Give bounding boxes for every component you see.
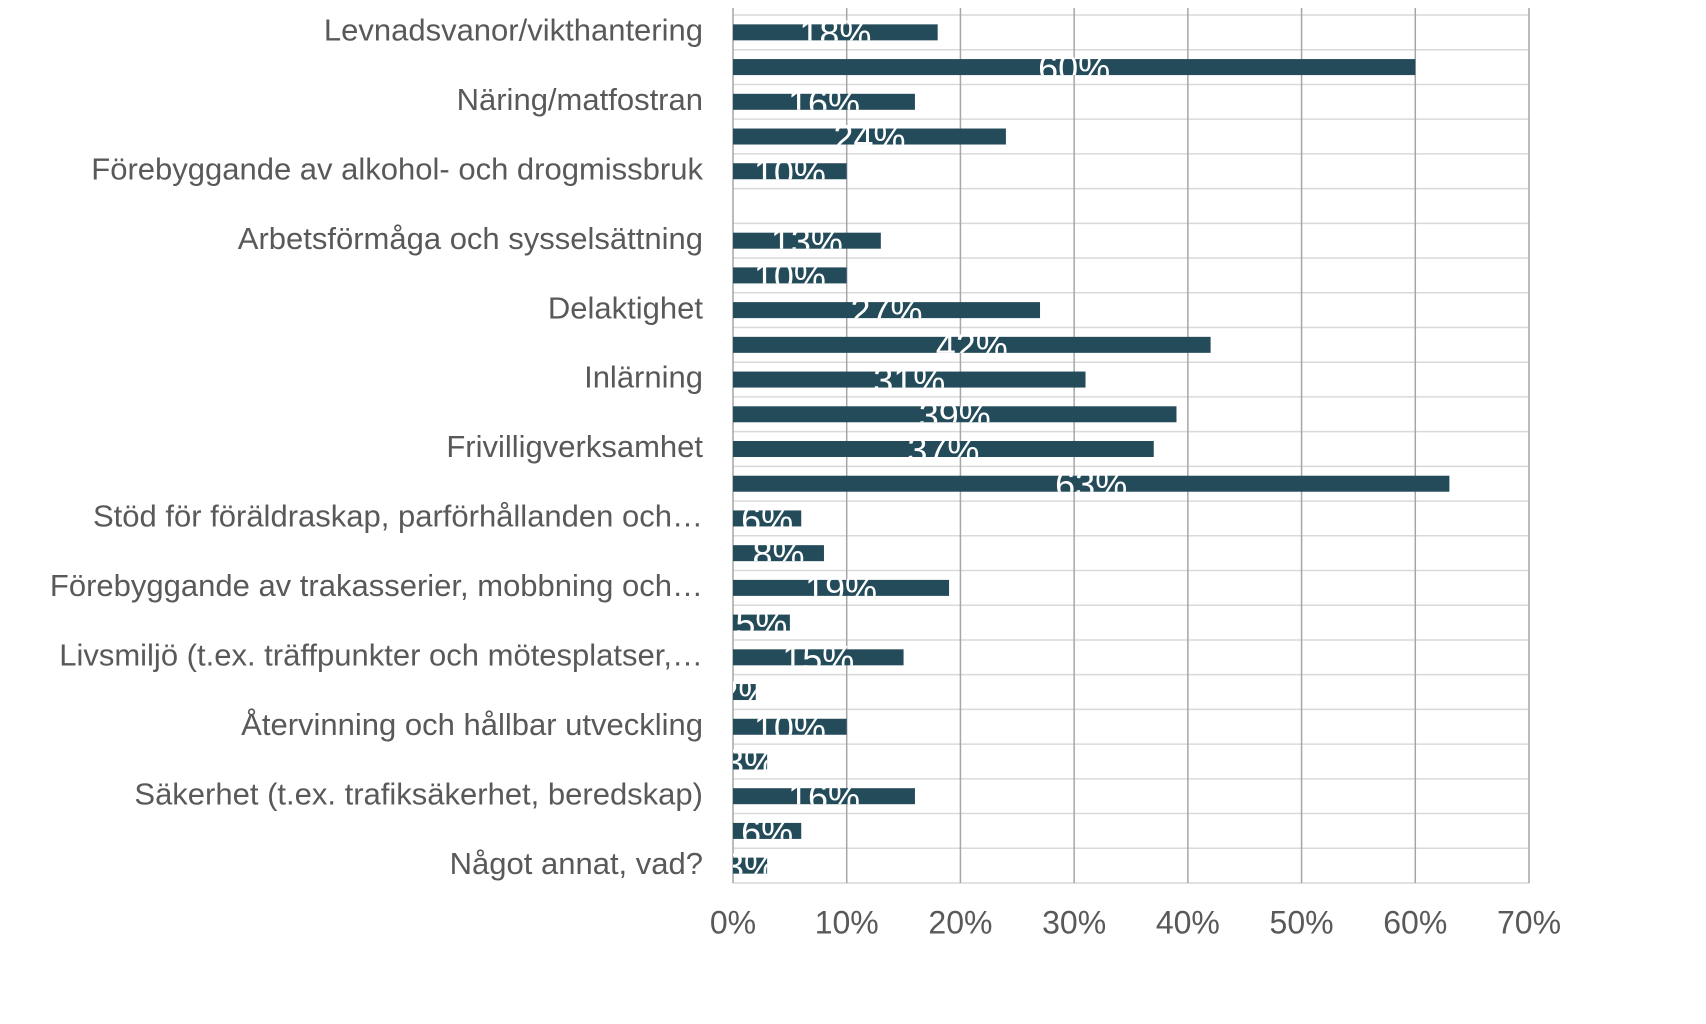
x-tick-label: 30% [1042,904,1106,940]
bar [733,684,756,701]
bar [733,128,1006,145]
value-label: 60% [1038,48,1110,89]
x-tick-label: 10% [815,904,879,940]
category-label: Återvinning och hållbar utveckling [241,707,703,742]
bar [733,753,768,770]
category-label: Förebyggande av alkohol- och drogmissbru… [91,151,703,186]
value-label: 63% [1055,464,1127,505]
bar [733,545,824,562]
value-label: 24% [833,117,905,158]
bar [733,232,881,249]
value-label: 10% [754,256,826,297]
bar [733,59,1416,76]
bar [733,510,802,527]
bar [733,822,802,839]
category-label: Näring/matfostran [457,82,703,117]
x-tick-label: 60% [1383,904,1447,940]
x-tick-label: 0% [710,904,756,940]
value-label: 10% [754,707,826,748]
category-label: Levnadsvanor/vikthantering [324,13,703,48]
x-tick-label: 20% [928,904,992,940]
x-tick-label: 40% [1156,904,1220,940]
value-label: 10% [754,152,826,193]
value-label: 16% [788,82,860,123]
category-label: Säkerhet (t.ex. trafiksäkerhet, beredska… [134,776,703,811]
bar [733,475,1450,492]
value-label: 3% [724,742,776,783]
value-label: 13% [771,221,843,262]
value-label: 16% [788,777,860,818]
bar [733,441,1154,457]
category-label: Något annat, vad? [450,846,703,881]
category-label: Arbetsförmåga och sysselsättning [238,221,703,256]
bar [733,302,1041,319]
bar [733,614,790,631]
value-label: 5% [735,603,787,644]
value-label: 37% [907,430,979,471]
value-label: 18% [799,13,871,54]
category-label: Stöd för föräldraskap, parförhållanden o… [93,499,703,534]
category-label: Delaktighet [548,290,703,325]
bar [733,267,847,284]
bar [733,336,1211,353]
bar [733,649,904,666]
value-label: 19% [805,568,877,609]
bar [733,718,847,735]
bar [733,93,915,110]
value-label: 31% [873,360,945,401]
value-label: 15% [782,638,854,679]
value-label: 39% [919,395,991,436]
value-label: 3% [724,846,776,887]
value-label: 6% [741,499,793,540]
x-tick-label: 50% [1270,904,1334,940]
category-label: Livsmiljö (t.ex. träffpunkter och mötesp… [59,638,703,673]
bar [733,24,938,41]
bar [733,579,950,596]
bar [733,163,847,180]
bar [733,406,1177,423]
value-label: 42% [936,325,1008,366]
value-label: 2% [718,673,770,714]
category-label: Inlärning [584,360,703,395]
value-label: 6% [741,811,793,852]
category-label: Frivilligverksamhet [446,429,703,464]
bar [733,788,915,805]
category-label: Förebyggande av trakasserier, mobbning o… [50,568,703,603]
value-label: 8% [752,534,804,575]
bar [733,857,768,874]
bar [733,371,1086,388]
x-tick-label: 70% [1497,904,1561,940]
value-label: 27% [850,291,922,332]
